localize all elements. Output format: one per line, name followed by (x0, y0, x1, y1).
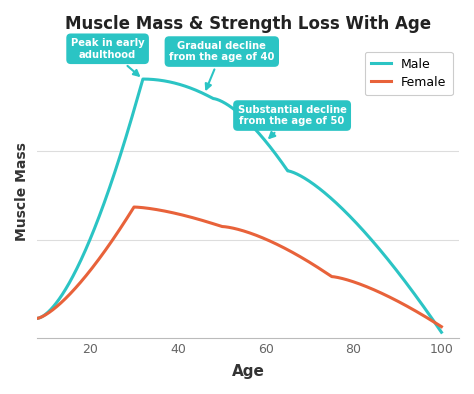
Text: Peak in early
adulthood: Peak in early adulthood (71, 38, 145, 76)
X-axis label: Age: Age (232, 364, 264, 379)
Title: Muscle Mass & Strength Loss With Age: Muscle Mass & Strength Loss With Age (65, 15, 431, 33)
Text: Gradual decline
from the age of 40: Gradual decline from the age of 40 (169, 41, 274, 89)
Legend: Male, Female: Male, Female (365, 52, 453, 95)
Text: Substantial decline
from the age of 50: Substantial decline from the age of 50 (237, 105, 346, 138)
Y-axis label: Muscle Mass: Muscle Mass (15, 142, 29, 241)
